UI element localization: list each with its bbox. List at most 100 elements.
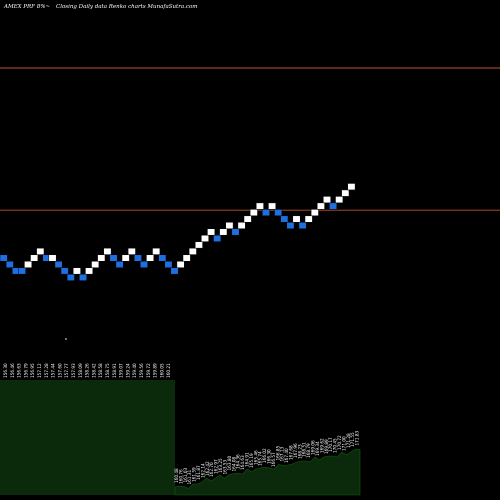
volume-label: 165.46 (253, 450, 258, 465)
renko-brick (127, 247, 136, 255)
volume-label: 159.56 (139, 363, 144, 378)
volume-label: 158.75 (105, 363, 110, 378)
volume-label: 166.57 (271, 452, 276, 467)
volume-label: 156.30 (3, 363, 8, 378)
renko-brick (54, 260, 63, 268)
volume-label: 171.83 (355, 431, 360, 446)
renko-brick (310, 209, 319, 217)
volume-label: 167.40 (284, 448, 289, 463)
volume-label: 161.31 (187, 470, 192, 485)
volume-label: 157.77 (64, 363, 69, 378)
volume-label: 159.89 (153, 363, 158, 378)
volume-label: 159.07 (119, 363, 124, 378)
volume-label: 170.17 (328, 437, 333, 452)
volume-label: 164.08 (231, 457, 236, 472)
renko-bricks (0, 183, 356, 281)
renko-brick (103, 247, 112, 255)
renko-brick (268, 202, 277, 210)
renko-brick (133, 254, 142, 262)
renko-brick (304, 215, 313, 223)
renko-brick (188, 247, 197, 255)
renko-brick (140, 260, 148, 268)
volume-label: 168.79 (306, 443, 311, 458)
renko-brick (243, 215, 252, 223)
volume-label: 162.42 (205, 461, 210, 476)
renko-brick (30, 254, 39, 262)
renko-brick (237, 222, 246, 229)
renko-brick (201, 234, 209, 242)
volume-label: 167.96 (293, 443, 298, 458)
renko-brick (298, 222, 307, 229)
volume-label: 163.53 (223, 460, 228, 475)
renko-brick (219, 228, 228, 236)
volume-label: 166.02 (262, 448, 267, 463)
renko-brick (347, 183, 356, 191)
volume-label: 159.24 (125, 363, 130, 378)
volume-label: 171.28 (346, 433, 351, 448)
renko-brick (231, 228, 240, 236)
renko-brick (194, 241, 203, 249)
renko-brick (316, 202, 325, 210)
renko-brick (255, 202, 264, 210)
renko-brick (36, 247, 45, 255)
renko-brick (24, 260, 33, 268)
chart-caption: Closing Daily data Renko charts MunafaSu… (56, 4, 198, 10)
volume-label: 158.26 (85, 363, 90, 378)
renko-brick (262, 209, 270, 217)
renko-brick (72, 267, 81, 275)
volume-label: 157.93 (71, 363, 76, 378)
volume-label: 166.85 (275, 446, 280, 461)
renko-brick (213, 234, 222, 242)
volume-label: 162.14 (200, 463, 205, 478)
volume-label: 163.80 (227, 456, 232, 471)
volume-label: 160.76 (178, 469, 183, 484)
volume-label: 158.09 (78, 363, 83, 378)
renko-brick (176, 260, 185, 268)
volume-label: 156.46 (10, 363, 15, 378)
volume-label: 170.45 (333, 438, 338, 453)
volume-label: 161.59 (192, 467, 197, 482)
renko-brick (158, 254, 167, 262)
volume-label: 169.34 (315, 441, 320, 456)
renko-brick (152, 247, 161, 255)
volume-label: 167.13 (280, 447, 285, 462)
volume-label: 156.79 (23, 363, 28, 378)
volume-label: 162.70 (209, 462, 214, 477)
volume-label: 156.63 (17, 363, 22, 378)
symbol-label: AMEX PRF 8%~ (3, 4, 50, 10)
volume-label: 157.60 (57, 363, 62, 378)
volume-label: 161.87 (196, 465, 201, 480)
renko-brick (280, 215, 289, 223)
renko-brick (323, 196, 331, 204)
volume-label: 169.89 (324, 439, 329, 454)
renko-brick (170, 267, 179, 275)
volume-label: 157.12 (37, 363, 42, 378)
volume-label: 158.58 (98, 363, 103, 378)
renko-brick (121, 254, 130, 262)
renko-brick (182, 254, 191, 262)
volume-label: 164.36 (236, 454, 241, 469)
volume-label: 165.19 (249, 453, 254, 468)
renko-brick (164, 260, 173, 268)
renko-brick (274, 209, 283, 217)
renko-brick (79, 273, 87, 281)
renko-brick (48, 254, 57, 262)
renko-brick (109, 254, 118, 262)
volume-label: 156.95 (30, 363, 35, 378)
renko-brick (146, 254, 155, 262)
renko-brick (329, 202, 338, 210)
renko-brick (97, 254, 106, 262)
renko-brick (0, 254, 8, 262)
volume-label: 167.68 (289, 445, 294, 460)
volume-label: 161.03 (183, 468, 188, 483)
volume-label: 160.48 (174, 468, 179, 483)
renko-brick (85, 267, 94, 275)
renko-brick (91, 260, 100, 268)
renko-brick (115, 260, 124, 268)
volume-label: 168.51 (302, 442, 307, 457)
volume-label: 170.72 (337, 435, 342, 450)
renko-brick (292, 215, 301, 223)
volume-label: 168.23 (297, 444, 302, 459)
volume-label: 165.74 (258, 451, 263, 466)
